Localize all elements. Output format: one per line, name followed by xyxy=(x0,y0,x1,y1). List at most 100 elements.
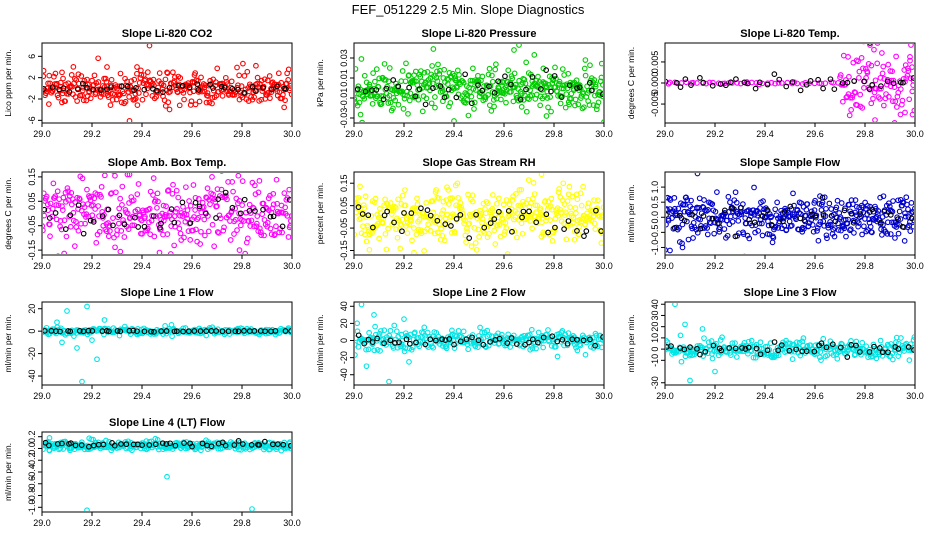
data-point xyxy=(43,198,48,204)
y-axis-label: degrees C per min. xyxy=(3,177,13,249)
y-axis-label: kPa per min. xyxy=(315,59,325,107)
data-point xyxy=(737,80,744,87)
x-tick-label: 29.8 xyxy=(856,129,874,139)
data-point xyxy=(101,212,107,218)
data-point xyxy=(387,337,394,344)
data-point xyxy=(540,334,547,341)
data-point xyxy=(195,214,202,221)
data-point xyxy=(443,345,450,352)
data-point xyxy=(728,352,734,359)
data-point xyxy=(850,219,857,226)
data-point xyxy=(721,226,728,232)
data-point xyxy=(61,250,68,254)
data-point xyxy=(491,227,498,234)
data-point xyxy=(705,207,711,213)
data-point xyxy=(710,79,716,86)
data-point xyxy=(853,203,860,210)
data-point xyxy=(688,197,694,204)
data-point xyxy=(587,62,593,69)
data-point xyxy=(141,223,148,230)
data-point xyxy=(439,343,446,349)
data-point xyxy=(544,88,551,95)
data-point xyxy=(781,209,788,215)
data-point xyxy=(43,328,48,334)
x-tick-label: 29.6 xyxy=(495,261,513,271)
data-point xyxy=(63,233,70,240)
data-point xyxy=(68,72,75,78)
data-point xyxy=(206,99,213,106)
data-point xyxy=(668,343,674,349)
data-point xyxy=(72,75,78,82)
x-tick-label: 30.0 xyxy=(283,391,301,401)
data-point xyxy=(449,195,456,202)
data-point xyxy=(554,338,561,345)
data-point xyxy=(469,192,476,199)
data-point xyxy=(716,220,722,227)
data-point xyxy=(46,215,53,221)
data-point xyxy=(557,206,563,213)
data-point xyxy=(598,240,603,246)
data-point xyxy=(117,70,124,77)
data-point xyxy=(107,191,114,197)
data-point xyxy=(365,336,372,343)
data-point xyxy=(211,243,218,250)
data-point xyxy=(251,182,258,189)
data-point xyxy=(453,202,459,209)
data-point xyxy=(275,70,282,77)
data-point xyxy=(391,203,398,210)
data-point xyxy=(723,82,729,89)
data-point xyxy=(757,339,764,346)
data-point xyxy=(355,204,362,210)
data-point xyxy=(903,194,910,201)
data-point xyxy=(249,506,255,511)
data-point xyxy=(793,339,800,346)
data-point xyxy=(76,196,83,203)
data-point xyxy=(897,86,904,93)
data-point xyxy=(248,217,255,224)
data-point xyxy=(544,95,551,101)
data-point xyxy=(763,206,770,213)
data-point xyxy=(135,181,142,187)
data-point xyxy=(442,343,449,350)
x-tick-label: 29.8 xyxy=(856,391,874,401)
data-point xyxy=(738,211,745,217)
data-point xyxy=(666,221,669,228)
data-point xyxy=(117,248,124,254)
data-point xyxy=(856,75,862,81)
data-point xyxy=(526,208,532,215)
data-point xyxy=(729,205,736,211)
data-point xyxy=(843,233,849,240)
data-point xyxy=(827,221,834,228)
data-point xyxy=(591,197,597,203)
data-point xyxy=(116,83,123,90)
data-point xyxy=(355,344,362,350)
data-point xyxy=(717,81,724,87)
data-point xyxy=(679,244,686,251)
data-point xyxy=(414,201,421,207)
data-point xyxy=(451,341,457,348)
data-point xyxy=(733,354,740,360)
data-point xyxy=(416,343,423,350)
data-point xyxy=(398,222,405,229)
y-axis-label: ml/min per min. xyxy=(626,184,636,242)
data-point xyxy=(222,442,229,449)
data-point xyxy=(905,206,911,213)
data-point xyxy=(126,118,133,122)
data-point xyxy=(897,216,904,222)
data-point xyxy=(824,235,830,242)
data-point xyxy=(369,341,376,348)
data-point xyxy=(134,70,140,77)
data-point xyxy=(516,186,523,193)
data-point xyxy=(116,92,122,99)
plot-frame xyxy=(41,42,293,124)
data-point xyxy=(43,67,47,74)
data-point xyxy=(527,214,534,220)
data-point xyxy=(361,95,368,102)
data-point xyxy=(195,86,202,93)
data-point xyxy=(103,437,109,444)
data-point xyxy=(160,202,167,209)
data-point xyxy=(234,227,240,233)
data-point xyxy=(818,357,824,363)
data-point xyxy=(475,82,481,88)
data-point xyxy=(583,228,590,234)
